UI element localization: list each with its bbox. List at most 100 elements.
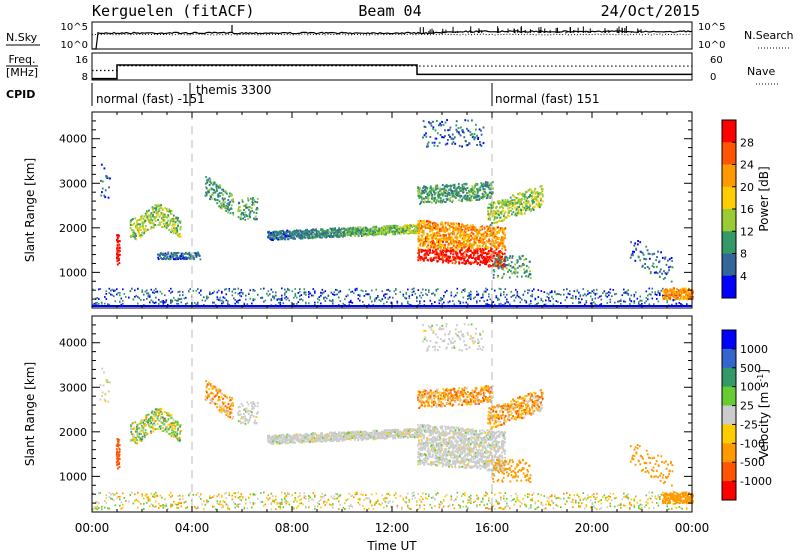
range-cell: [381, 228, 383, 231]
range-cell: [418, 190, 421, 193]
range-cell: [472, 242, 475, 245]
range-cell: [431, 302, 433, 305]
range-cell: [597, 296, 600, 299]
range-cell: [485, 197, 488, 200]
range-cell: [324, 300, 327, 302]
range-cell: [471, 133, 473, 136]
range-cell: [462, 245, 464, 248]
range-cell: [510, 209, 512, 212]
range-cell: [491, 260, 494, 263]
range-cell: [468, 294, 471, 297]
range-cell: [439, 249, 442, 252]
range-cell: [487, 259, 490, 262]
range-cell: [342, 234, 345, 237]
range-cell: [463, 257, 466, 260]
range-cell: [482, 296, 484, 299]
range-cell: [471, 252, 474, 255]
range-cell: [185, 296, 187, 299]
range-cell: [143, 215, 146, 218]
range-cell: [140, 234, 143, 237]
range-cell: [225, 209, 228, 212]
range-cell: [315, 230, 318, 232]
range-cell: [181, 252, 184, 255]
range-cell: [207, 296, 210, 299]
range-cell: [162, 222, 165, 225]
range-cell: [137, 491, 139, 494]
range-cell: [447, 246, 450, 249]
range-cell: [332, 293, 334, 296]
range-cell: [528, 303, 531, 306]
range-cell: [434, 225, 437, 228]
range-cell: [653, 266, 655, 269]
range-cell: [500, 261, 503, 264]
range-cell: [399, 291, 402, 293]
range-cell: [303, 236, 305, 239]
range-cell: [462, 225, 465, 228]
range-cell: [321, 233, 323, 236]
range-cell: [531, 295, 534, 298]
range-cell: [208, 188, 211, 191]
range-cell: [499, 227, 502, 230]
range-cell: [447, 198, 449, 201]
range-cell: [489, 229, 492, 232]
range-cell: [452, 137, 455, 140]
range-cell: [143, 508, 145, 510]
range-cell: [227, 199, 230, 202]
range-cell: [105, 494, 108, 497]
range-cell: [470, 188, 473, 190]
range-cell: [524, 290, 526, 293]
range-cell: [172, 255, 175, 258]
range-cell: [440, 190, 442, 193]
range-cell: [144, 494, 147, 497]
range-cell: [365, 226, 367, 229]
range-cell: [153, 207, 156, 210]
range-cell: [429, 225, 432, 228]
range-cell: [493, 261, 496, 264]
range-cell: [279, 298, 282, 300]
range-cell: [144, 290, 147, 293]
range-cell: [412, 229, 415, 232]
range-cell: [141, 289, 144, 292]
range-cell: [511, 207, 514, 210]
range-cell: [335, 233, 337, 236]
range-cell: [482, 190, 485, 193]
range-cell: [146, 212, 148, 215]
range-cell: [461, 183, 464, 186]
range-cell: [138, 297, 141, 300]
range-cell: [162, 302, 165, 305]
range-cell: [503, 291, 505, 293]
range-cell: [143, 232, 146, 235]
range-cell: [302, 231, 305, 234]
range-cell: [451, 201, 453, 203]
range-cell: [463, 236, 465, 239]
range-cell: [461, 238, 464, 241]
range-cell: [480, 237, 483, 240]
range-cell: [532, 199, 534, 201]
range-cell: [489, 298, 492, 301]
range-cell: [92, 288, 94, 291]
range-cell: [410, 230, 412, 233]
range-cell: [450, 226, 453, 229]
range-cell: [184, 256, 187, 259]
range-cell: [137, 302, 139, 305]
range-cell: [432, 241, 434, 244]
range-cell: [456, 194, 459, 197]
range-cell: [242, 217, 244, 220]
range-cell: [522, 192, 525, 195]
range-cell: [384, 229, 387, 232]
range-cell: [579, 301, 582, 304]
range-cell: [348, 301, 351, 303]
range-cell: [518, 295, 520, 298]
range-cell: [421, 196, 424, 199]
range-cell: [627, 289, 630, 291]
range-cell: [222, 203, 225, 206]
range-cell: [454, 262, 457, 265]
range-cell: [469, 242, 472, 245]
range-cell: [347, 227, 349, 230]
range-cell: [506, 204, 509, 207]
range-cell: [239, 299, 241, 301]
range-cell: [654, 291, 657, 294]
range-cell: [421, 236, 423, 239]
range-cell: [492, 205, 495, 208]
range-cell: [440, 228, 442, 231]
